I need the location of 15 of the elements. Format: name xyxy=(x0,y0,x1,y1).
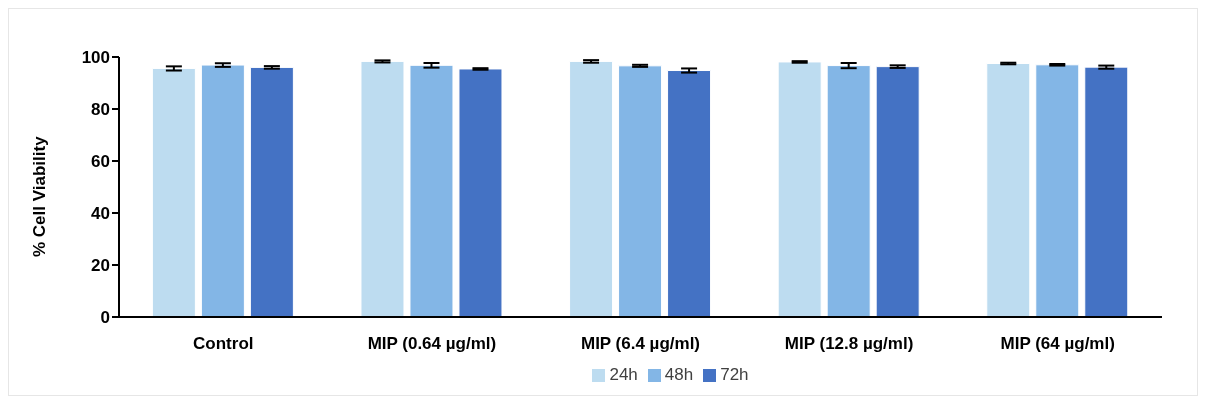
legend-label: 48h xyxy=(664,365,694,384)
legend-label: 72h xyxy=(720,365,749,384)
y-tick-label: 0 xyxy=(100,308,110,328)
x-tick-label: Control xyxy=(193,334,254,354)
y-tick-label: 40 xyxy=(91,204,110,224)
x-tick-label: MIP (12.8 µg/ml) xyxy=(784,334,914,354)
y-tick-label: 60 xyxy=(91,152,110,172)
y-tick-label: 20 xyxy=(91,256,110,276)
x-tick-label: MIP (64 µg/ml) xyxy=(1000,334,1115,354)
x-tick-label: MIP (6.4 µg/ml) xyxy=(580,334,701,354)
legend-label: 24h xyxy=(609,365,638,384)
y-tick-label: 100 xyxy=(81,48,110,68)
y-tick-label: 80 xyxy=(91,100,110,120)
x-tick-label: MIP (0.64 µg/ml) xyxy=(367,334,497,354)
y-axis-title: % Cell Viability xyxy=(30,135,50,257)
